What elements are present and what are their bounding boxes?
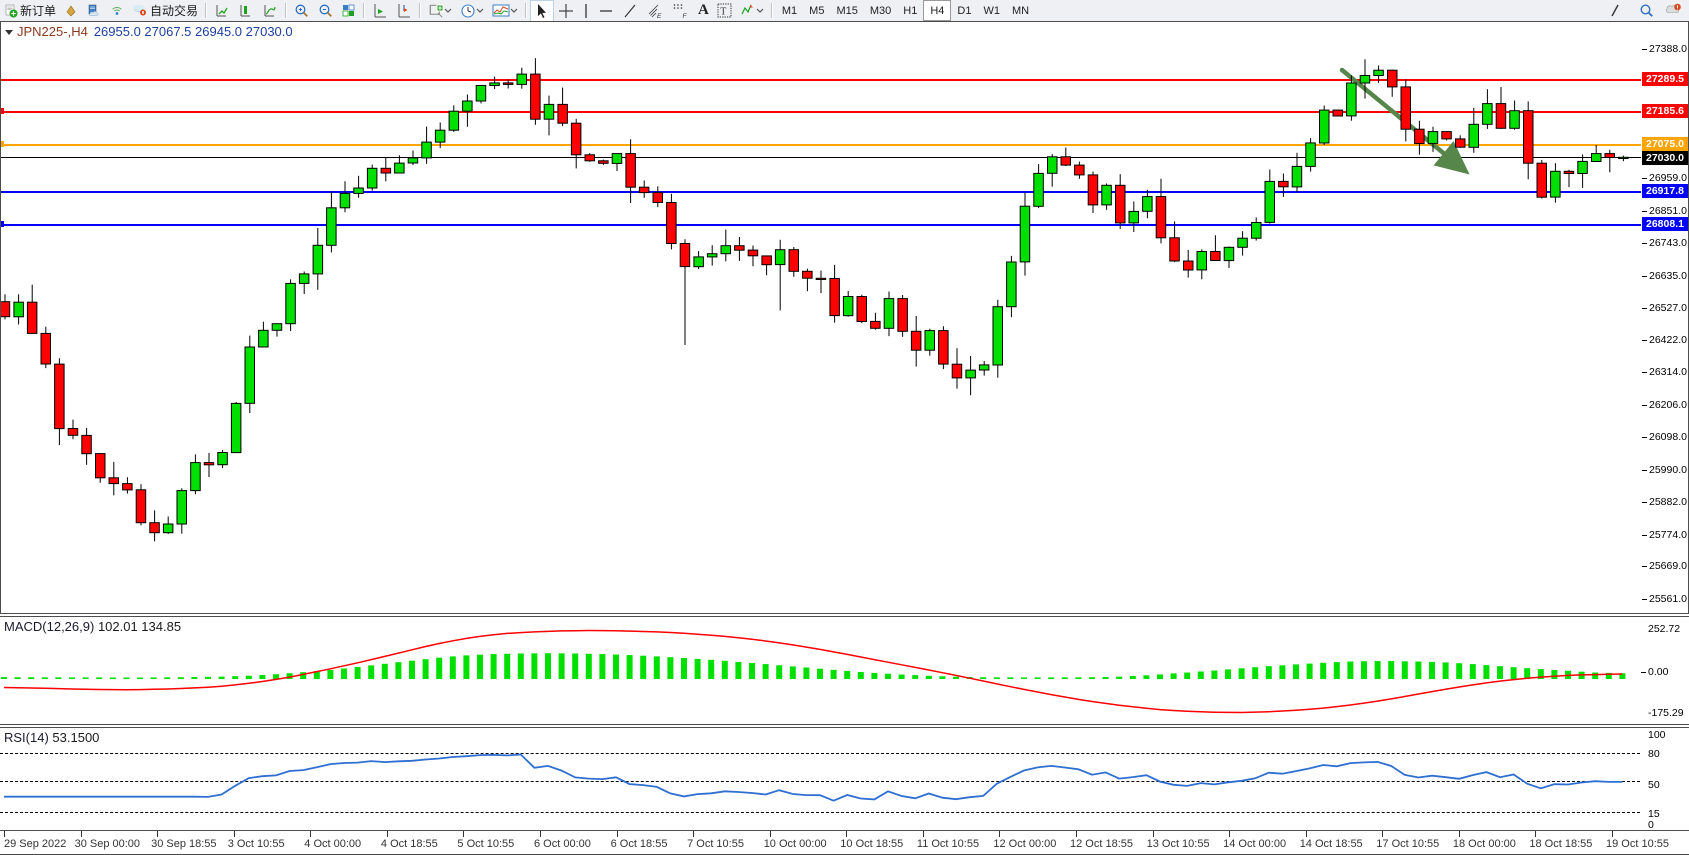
svg-text:E: E (657, 13, 662, 19)
svg-text:F: F (683, 13, 688, 19)
svg-text:T: T (720, 7, 726, 18)
